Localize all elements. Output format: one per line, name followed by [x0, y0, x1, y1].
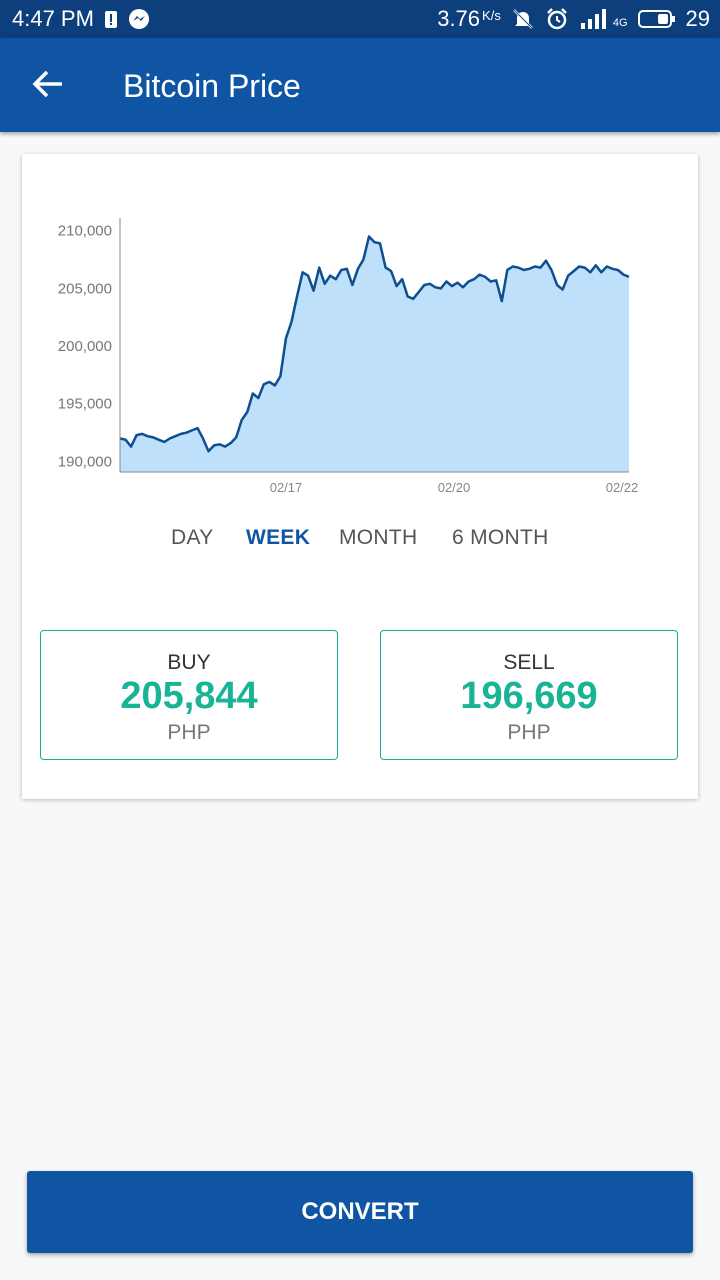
status-time: 4:47 PM — [12, 6, 94, 31]
page-title: Bitcoin Price — [123, 68, 301, 104]
buy-label: BUY — [167, 651, 211, 674]
status-bar: 4:47 PM 3.76 K/s 4G 29 — [0, 0, 720, 38]
y-tick-label: 210,000 — [58, 223, 112, 240]
buy-value: 205,844 — [120, 675, 258, 717]
y-tick-label: 200,000 — [58, 338, 112, 355]
sell-price-box: SELL 196,669 PHP — [380, 630, 678, 760]
convert-button[interactable]: CONVERT — [27, 1171, 693, 1253]
range-tabs: DAY WEEK MONTH 6 MONTH — [22, 526, 698, 556]
buy-price-box: BUY 205,844 PHP — [40, 630, 338, 760]
tab-day[interactable]: DAY — [171, 526, 214, 549]
sell-label: SELL — [503, 651, 555, 674]
y-axis: 210,000 205,000 200,000 195,000 190,000 — [58, 223, 112, 471]
x-axis: 02/17 02/20 02/22 — [270, 480, 639, 495]
alarm-icon — [546, 8, 567, 30]
y-tick-label: 195,000 — [58, 396, 112, 413]
sell-currency: PHP — [507, 721, 551, 744]
x-tick-label: 02/17 — [270, 480, 303, 495]
tab-week[interactable]: WEEK — [246, 526, 311, 549]
network-speed-unit: K/s — [482, 7, 501, 23]
x-tick-label: 02/20 — [438, 480, 471, 495]
status-bar-left: 4:47 PM — [12, 6, 150, 32]
buy-currency: PHP — [167, 721, 211, 744]
network-speed: 3.76 — [437, 6, 481, 31]
network-type: 4G — [612, 17, 628, 29]
y-tick-label: 205,000 — [58, 280, 112, 297]
y-tick-label: 190,000 — [58, 453, 112, 470]
signal-icon — [580, 9, 606, 29]
x-tick-label: 02/22 — [606, 480, 639, 495]
notifications-off-icon — [512, 9, 533, 29]
alert-notification-icon — [104, 11, 117, 28]
tab-month[interactable]: MONTH — [339, 526, 418, 549]
price-line — [119, 235, 630, 453]
sell-value: 196,669 — [460, 675, 598, 717]
tab-6-month[interactable]: 6 MONTH — [452, 526, 549, 549]
battery-level: 29 — [685, 6, 710, 31]
price-card: 210,000 205,000 200,000 195,000 190,000 02/1… — [22, 154, 698, 799]
price-chart: 210,000 205,000 200,000 195,000 190,000 02/1… — [58, 218, 639, 495]
status-bar-right: 3.76 K/s 4G 29 — [437, 6, 710, 32]
messenger-icon — [128, 9, 149, 29]
back-arrow-icon[interactable] — [28, 64, 68, 104]
battery-icon — [637, 10, 675, 28]
app-bar: Bitcoin Price — [0, 38, 720, 132]
